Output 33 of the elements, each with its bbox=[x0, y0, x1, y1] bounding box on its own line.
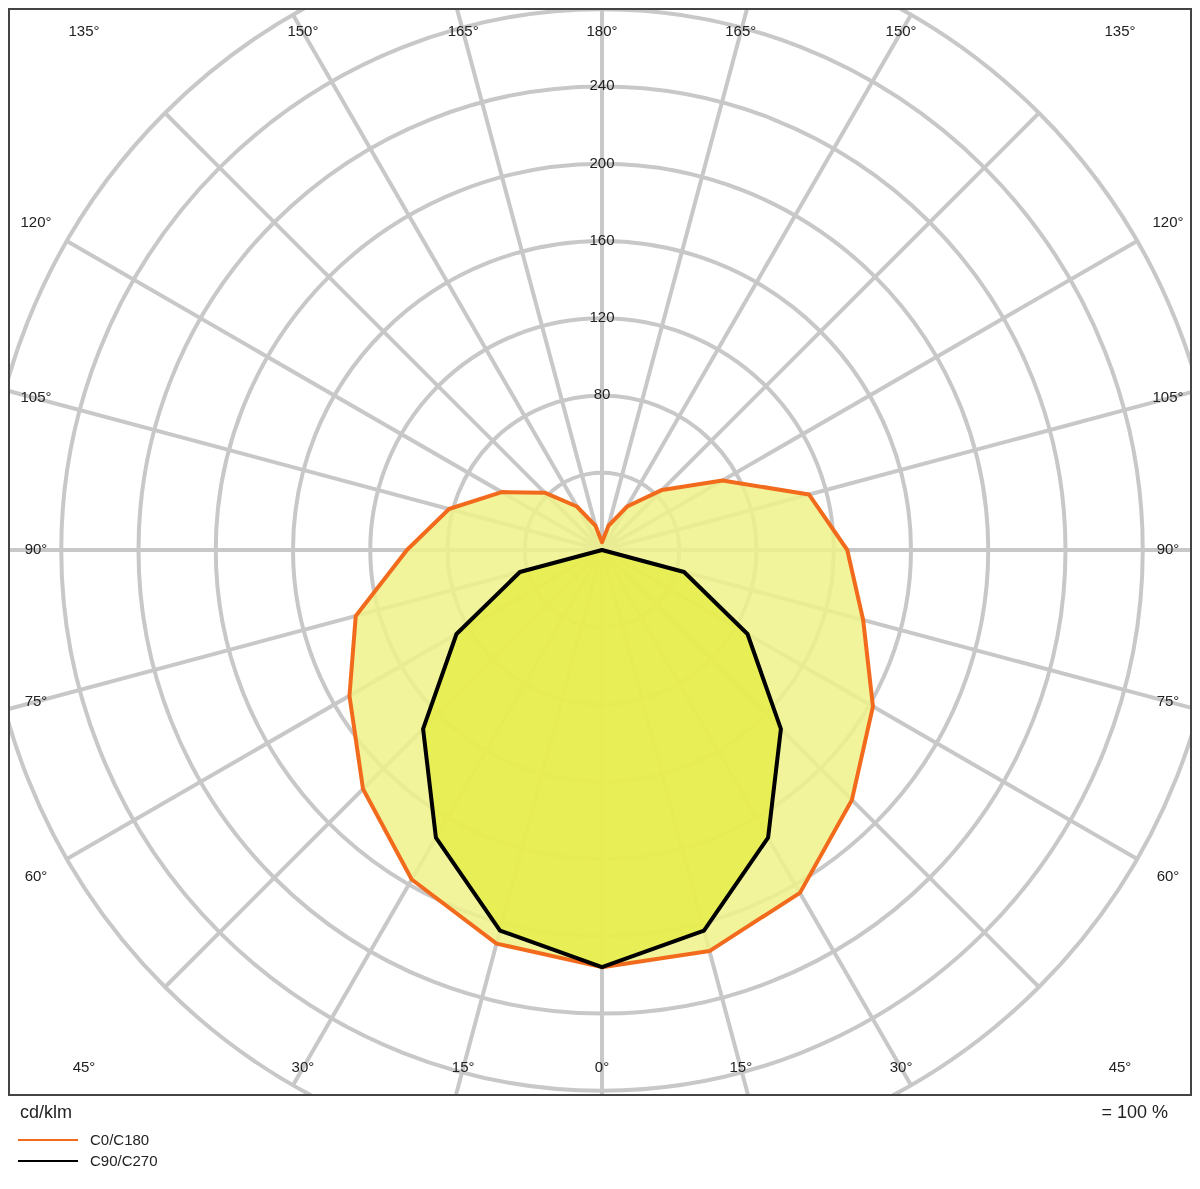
legend-label: C0/C180 bbox=[90, 1131, 150, 1148]
spoke-label: 30° bbox=[291, 1057, 315, 1075]
y-tick-label: 240 bbox=[589, 76, 615, 94]
spoke-label: 90° bbox=[24, 539, 48, 557]
spoke-label: 15° bbox=[729, 1057, 753, 1075]
spoke-label: 150° bbox=[885, 21, 917, 39]
spoke-label: 75° bbox=[24, 691, 48, 709]
spoke-label: 90° bbox=[1156, 539, 1180, 557]
spoke-label: 165° bbox=[447, 21, 479, 39]
spoke-label: 60° bbox=[1156, 866, 1180, 884]
y-tick-label: 160 bbox=[589, 230, 615, 248]
spoke-label: 45° bbox=[1108, 1057, 1132, 1075]
text: cd/klm bbox=[20, 1102, 73, 1123]
spoke-label: 0° bbox=[594, 1057, 610, 1075]
spoke-label: 135° bbox=[1104, 21, 1136, 39]
spoke-label: 15° bbox=[451, 1057, 475, 1075]
spoke-label: 165° bbox=[725, 21, 757, 39]
spoke-label: 30° bbox=[889, 1057, 913, 1075]
y-tick-label: 200 bbox=[589, 153, 615, 171]
text: = 100 % bbox=[1101, 1102, 1168, 1123]
spoke-label: 105° bbox=[1152, 388, 1184, 406]
spoke-label: 180° bbox=[586, 21, 618, 39]
spoke-label: 135° bbox=[68, 21, 100, 39]
spoke-label: 120° bbox=[1152, 213, 1184, 231]
spoke-label: 45° bbox=[72, 1057, 96, 1075]
spoke-label: 150° bbox=[287, 21, 319, 39]
spoke-label: 120° bbox=[20, 213, 52, 231]
spoke-label: 75° bbox=[1156, 691, 1180, 709]
spoke-label: 105° bbox=[20, 388, 52, 406]
y-tick-label: 80 bbox=[593, 385, 611, 403]
spoke-label: 60° bbox=[24, 866, 48, 884]
y-tick-label: 120 bbox=[589, 308, 615, 326]
legend-label: C90/C270 bbox=[90, 1152, 158, 1169]
